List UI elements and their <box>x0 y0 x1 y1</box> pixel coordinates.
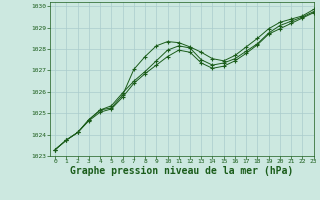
X-axis label: Graphe pression niveau de la mer (hPa): Graphe pression niveau de la mer (hPa) <box>70 166 293 176</box>
